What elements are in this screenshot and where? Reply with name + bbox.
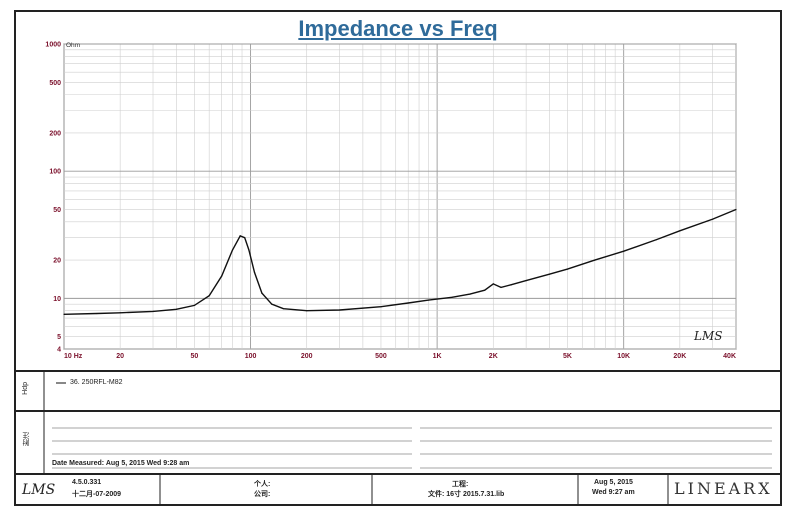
series-point [338, 309, 341, 311]
footer-person-label: 个人: [254, 481, 271, 488]
notes-lines [52, 427, 772, 469]
series-point [248, 249, 250, 251]
series-point [594, 259, 596, 261]
series-point [525, 279, 527, 282]
x-tick-label: 20 [116, 353, 124, 360]
linearx-logo: LINEARX [674, 479, 773, 498]
x-tick-label: 50 [191, 353, 199, 360]
y-tick-label: 4 [57, 347, 61, 354]
series-point [119, 312, 121, 314]
series-point [244, 237, 246, 239]
series-point [152, 310, 154, 313]
series-point [623, 250, 625, 252]
y-tick-label: 20 [53, 258, 61, 265]
x-axis-ticks: 10 Hz 20 50 100 200 500 1K 2K 5K 10K 20K 40K [64, 353, 736, 360]
series-point [655, 238, 658, 241]
series-point [548, 273, 551, 275]
footer-time: Wed 9:27 am [592, 489, 635, 496]
y-axis-unit-label: Ohm [66, 42, 80, 49]
legend-section-label: Hdp [22, 382, 29, 395]
footer-date: Aug 5, 2015 [594, 479, 633, 486]
series-point [221, 275, 223, 277]
x-tick-label: 500 [375, 353, 387, 360]
y-tick-label: 5 [57, 334, 61, 341]
series-point [712, 218, 714, 220]
x-tick-label: 5K [563, 353, 572, 360]
footer-cells [159, 474, 669, 504]
y-tick-label: 100 [49, 169, 61, 176]
series-point [407, 302, 409, 304]
y-tick-label: 500 [49, 80, 61, 87]
x-tick-label: 10K [617, 353, 630, 360]
report-frame [14, 10, 782, 506]
series-point [566, 268, 569, 270]
series-point [96, 312, 98, 315]
y-tick-label: 1000 [45, 42, 61, 49]
series-point [451, 296, 453, 298]
series-point [208, 295, 210, 297]
chart-watermark: LMS [693, 329, 722, 343]
series-point [679, 230, 681, 232]
footer-project-label: 工程: [452, 481, 469, 488]
series-point [427, 299, 430, 301]
x-tick-label: 20K [673, 353, 686, 360]
date-measured: Date Measured: Aug 5, 2015 Wed 9:28 am [52, 460, 190, 467]
footer-company-label: 公司: [254, 491, 271, 498]
series-point [231, 249, 234, 251]
notes-section-label: 附注 [23, 432, 30, 446]
series-point [492, 283, 494, 285]
series-point [253, 271, 256, 274]
footer-file: 文件: 16寸 2015.7.31.lib [428, 491, 505, 498]
x-tick-label: 100 [245, 353, 257, 360]
series-point [306, 310, 308, 312]
series-point [469, 293, 471, 295]
footer-lms-logo: LMS [22, 482, 56, 498]
series-point [175, 308, 177, 310]
series-point [510, 284, 512, 286]
x-tick-label: 2K [489, 353, 498, 360]
series-point [500, 286, 502, 289]
x-tick-label: 40K [723, 353, 736, 360]
series-point [261, 292, 263, 294]
series-points [63, 208, 737, 315]
footer-build-date: 十二月-07-2009 [72, 491, 122, 498]
chart-grid [63, 43, 737, 350]
series-point [239, 235, 241, 237]
series-point [735, 208, 737, 211]
series-point [484, 289, 486, 291]
series-point [63, 313, 65, 315]
x-tick-label: 10 Hz [64, 353, 83, 360]
x-tick-label: 1K [433, 353, 442, 360]
plot-area [63, 43, 737, 350]
legend-entry: 36. 250RFL-M82 [70, 379, 123, 386]
x-tick-label: 200 [301, 353, 313, 360]
series-point [271, 303, 273, 305]
series-point [282, 308, 285, 310]
chart-title: Impedance vs Freq [298, 16, 498, 41]
y-axis-ticks: 4 5 10 20 50 100 200 500 1000 [45, 42, 61, 354]
impedance-series-line [63, 208, 737, 315]
series-point [380, 306, 382, 308]
series-point [193, 304, 195, 307]
y-tick-label: 10 [53, 296, 61, 303]
footer-version: 4.5.0.331 [72, 479, 102, 486]
y-tick-label: 50 [53, 207, 61, 214]
y-tick-label: 200 [49, 130, 61, 137]
